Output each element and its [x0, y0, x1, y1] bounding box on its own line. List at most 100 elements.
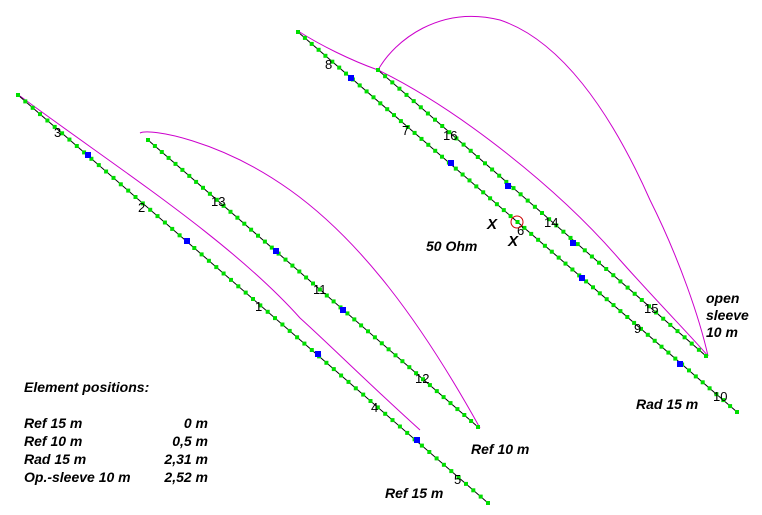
segment-dot	[554, 223, 559, 228]
label-rad-15m: Rad 15 m	[636, 396, 698, 412]
segment-dot	[584, 279, 589, 284]
label-open-sleeve-line2: sleeve	[706, 307, 749, 323]
segment-label-16: 16	[443, 128, 457, 143]
segment-dot	[611, 273, 616, 278]
segment-label-14: 14	[544, 215, 558, 230]
segment-dot	[511, 186, 516, 191]
segment-dot	[148, 207, 153, 212]
segment-dot	[302, 35, 307, 40]
segment-dot	[111, 175, 116, 180]
segment-dot	[214, 197, 219, 202]
segment-dot	[330, 59, 335, 64]
segment-dot	[525, 198, 530, 203]
segment-dot	[386, 347, 391, 352]
segment-dot	[287, 328, 292, 333]
segment-dot	[405, 430, 410, 435]
segment-dot	[471, 488, 476, 493]
segment-dot	[214, 265, 219, 270]
segment-dot	[433, 117, 437, 122]
segment-dot	[180, 167, 185, 172]
legend-element-position: 0 m	[183, 415, 208, 431]
segment-dot	[283, 257, 288, 262]
segment-dot	[251, 297, 255, 301]
segment-dot	[682, 335, 687, 340]
legend-element-name: Ref 10 m	[24, 433, 83, 449]
segment-label-9: 9	[634, 321, 641, 336]
segment-dot	[352, 317, 357, 322]
legend-element-name: Ref 15 m	[24, 415, 83, 431]
label-ref-10m: Ref 10 m	[471, 441, 529, 457]
segment-dot	[243, 290, 248, 295]
segment-dot	[366, 329, 370, 334]
element-positions-legend: Element positions: Ref 15 m 0 m Ref 10 m…	[24, 378, 208, 486]
segment-dot	[611, 303, 616, 308]
segment-dot	[74, 144, 79, 148]
segment-dot	[361, 392, 366, 397]
segment-label-3: 3	[54, 125, 61, 140]
segment-label-15: 15	[644, 301, 658, 316]
segment-dot	[23, 99, 28, 104]
node-marker	[85, 152, 91, 158]
segment-dot	[378, 101, 383, 106]
segment-dot	[170, 226, 175, 231]
current-curves	[19, 15, 709, 431]
segment-dot	[721, 398, 726, 403]
segment-dot	[504, 179, 509, 184]
segment-dot	[414, 371, 419, 376]
segment-dot	[201, 185, 205, 190]
segment-dot	[687, 368, 691, 373]
segment-dot	[563, 261, 568, 266]
segment-dot	[481, 190, 486, 195]
legend-row: Rad 15 m 2,31 m	[24, 450, 208, 468]
segment-dot	[625, 285, 630, 290]
segment-dot	[501, 208, 506, 213]
segment-dot	[166, 155, 171, 160]
segment-dot	[536, 237, 541, 242]
segment-dot	[385, 107, 390, 112]
segment-dot	[407, 365, 412, 370]
segment-dot	[647, 304, 651, 309]
segment-dot	[317, 287, 322, 292]
segment-label-13: 13	[211, 194, 225, 209]
segment-dot	[418, 105, 423, 110]
segment-dot	[645, 332, 650, 337]
segment-dot	[668, 322, 673, 327]
segment-dot	[345, 311, 350, 316]
segment-dot	[397, 424, 402, 429]
segment-dot	[666, 350, 671, 355]
node-marker	[315, 351, 321, 357]
legend-row: Op.-sleeve 10 m 2,52 m	[24, 468, 208, 486]
segment-dot	[652, 338, 657, 343]
segment-dot	[494, 202, 499, 207]
segment-dot	[126, 188, 131, 193]
node-marker	[340, 307, 346, 313]
segment-label-7: 7	[402, 123, 409, 138]
segment-dot	[118, 182, 123, 187]
current-curve-sleeve-left	[297, 30, 379, 71]
segment-dot	[441, 395, 446, 400]
segment-dot	[475, 155, 480, 159]
segment-dot	[390, 80, 395, 85]
segment-dot	[296, 30, 300, 34]
segment-dot	[236, 284, 241, 289]
segment-dot	[404, 92, 409, 97]
segment-dot	[469, 419, 474, 423]
segment-dot	[632, 320, 637, 325]
segment-dot	[221, 203, 226, 208]
segment-dot	[421, 377, 425, 382]
segment-dot	[235, 215, 240, 220]
segment-dot	[447, 130, 452, 135]
segment-dot	[383, 411, 388, 416]
segment-dot	[397, 86, 402, 91]
feed-mark-left: X	[486, 216, 498, 233]
legend-element-name: Op.-sleeve 10 m	[24, 469, 131, 485]
segment-dot	[96, 163, 101, 168]
current-curve-ref15	[19, 95, 421, 431]
feed-mark-right: X	[507, 233, 519, 250]
segment-dot	[508, 214, 513, 219]
segment-dot	[346, 379, 351, 384]
segment-dot	[440, 154, 444, 159]
segment-dot	[265, 309, 270, 314]
segment-dot	[258, 303, 263, 308]
segment-dot	[173, 161, 178, 166]
